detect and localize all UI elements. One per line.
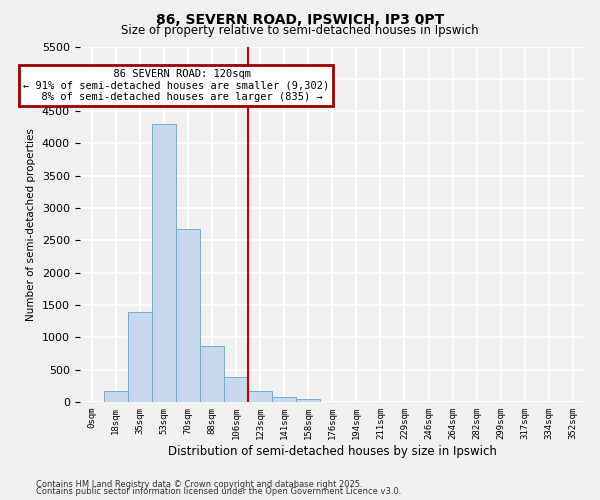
Bar [296,399,320,402]
Y-axis label: Number of semi-detached properties: Number of semi-detached properties [26,128,36,320]
Bar [224,377,248,402]
Bar [128,312,152,402]
Text: Size of property relative to semi-detached houses in Ipswich: Size of property relative to semi-detach… [121,24,479,37]
Bar [104,390,128,402]
Bar [152,124,176,402]
Text: 86 SEVERN ROAD: 120sqm
← 91% of semi-detached houses are smaller (9,302)
  8% of: 86 SEVERN ROAD: 120sqm ← 91% of semi-det… [23,69,329,102]
Text: 86, SEVERN ROAD, IPSWICH, IP3 0PT: 86, SEVERN ROAD, IPSWICH, IP3 0PT [156,12,444,26]
Text: Contains HM Land Registry data © Crown copyright and database right 2025.: Contains HM Land Registry data © Crown c… [36,480,362,489]
Bar [248,390,272,402]
Bar [200,346,224,402]
Bar [176,228,200,402]
X-axis label: Distribution of semi-detached houses by size in Ipswich: Distribution of semi-detached houses by … [168,444,497,458]
Bar [272,397,296,402]
Text: Contains public sector information licensed under the Open Government Licence v3: Contains public sector information licen… [36,488,401,496]
